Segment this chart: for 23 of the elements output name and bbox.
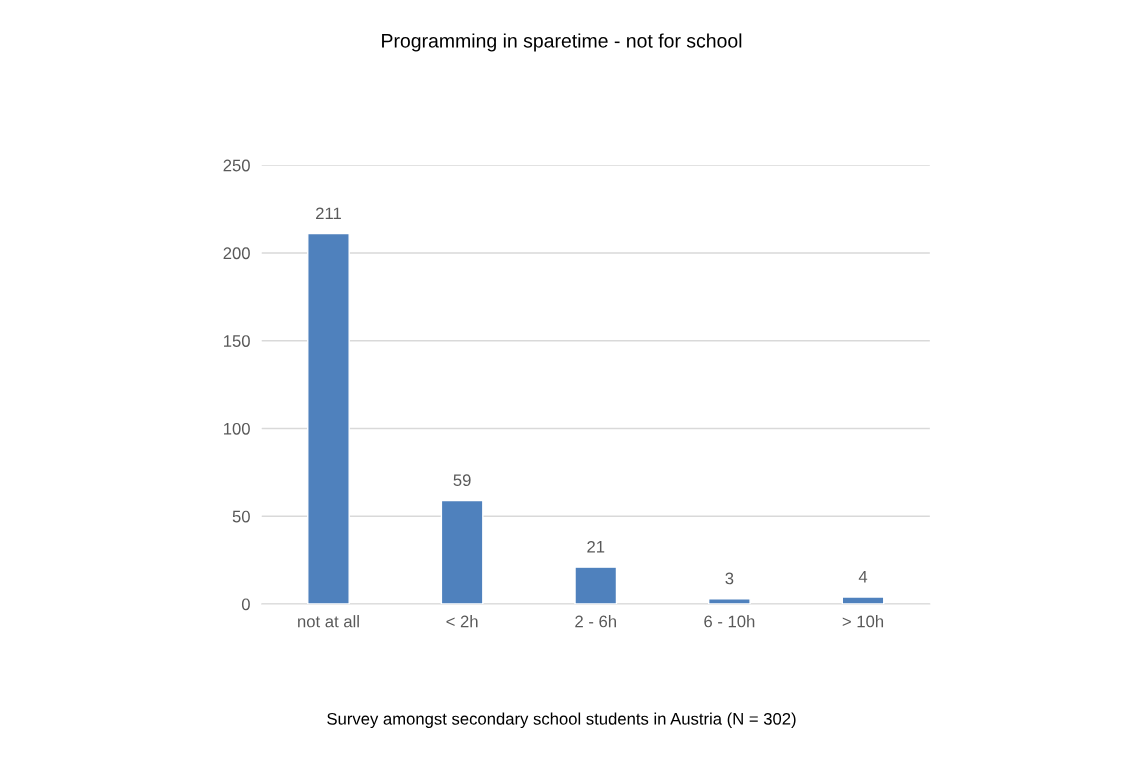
bar	[841, 596, 885, 605]
x-tick-label: < 2h	[446, 615, 478, 628]
text: Survey amongst secondary school students in Austria (N = 302)	[327, 712, 796, 729]
bar	[307, 232, 350, 605]
bar	[574, 566, 618, 605]
y-tick-label: 200	[223, 247, 250, 260]
data-label: 4	[858, 570, 868, 583]
y-tick-label: 100	[224, 422, 250, 435]
y-tick-label: 250	[223, 159, 250, 172]
x-tick-label: 2 - 6h	[575, 615, 616, 628]
bar	[440, 499, 484, 605]
data-label: 211	[316, 207, 341, 220]
data-label: 3	[725, 572, 734, 585]
x-tick-label: 6 - 10h	[704, 615, 755, 628]
y-tick-label: 0	[241, 598, 250, 611]
x-tick-label: not at all	[298, 615, 359, 628]
x-tick-label: > 10h	[842, 615, 884, 628]
data-label: 21	[587, 540, 605, 553]
chart-title: Programming in sparetime - not for school	[382, 33, 742, 52]
y-tick-label: 50	[232, 510, 250, 523]
data-label: 59	[453, 474, 471, 487]
bar	[707, 598, 751, 605]
y-tick-label: 150	[224, 335, 250, 347]
